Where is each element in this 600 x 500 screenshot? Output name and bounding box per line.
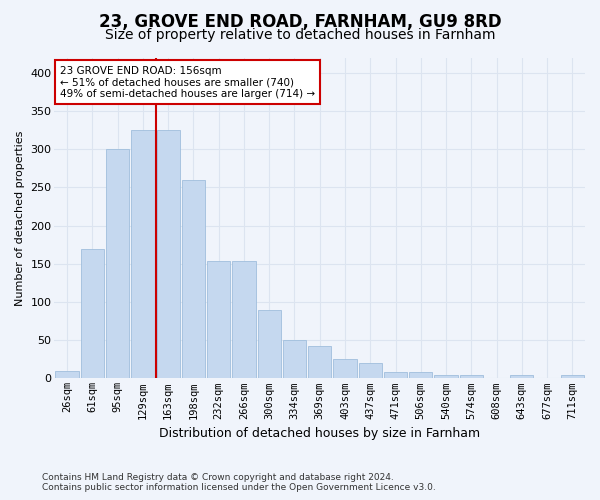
Bar bbox=[207, 262, 230, 378]
Y-axis label: Number of detached properties: Number of detached properties bbox=[15, 130, 25, 306]
Bar bbox=[131, 130, 155, 378]
Bar bbox=[434, 376, 458, 378]
Bar bbox=[308, 346, 331, 378]
Bar bbox=[384, 372, 407, 378]
Bar bbox=[106, 149, 129, 378]
Bar bbox=[55, 370, 79, 378]
Bar bbox=[232, 262, 256, 378]
Text: 23 GROVE END ROAD: 156sqm
← 51% of detached houses are smaller (740)
49% of semi: 23 GROVE END ROAD: 156sqm ← 51% of detac… bbox=[60, 66, 315, 98]
Bar bbox=[359, 363, 382, 378]
Bar bbox=[182, 180, 205, 378]
Bar bbox=[561, 376, 584, 378]
Text: 23, GROVE END ROAD, FARNHAM, GU9 8RD: 23, GROVE END ROAD, FARNHAM, GU9 8RD bbox=[98, 12, 502, 30]
Bar bbox=[157, 130, 180, 378]
Bar bbox=[334, 360, 356, 378]
Text: Size of property relative to detached houses in Farnham: Size of property relative to detached ho… bbox=[105, 28, 495, 42]
X-axis label: Distribution of detached houses by size in Farnham: Distribution of detached houses by size … bbox=[159, 427, 480, 440]
Bar bbox=[283, 340, 306, 378]
Bar bbox=[409, 372, 433, 378]
Bar bbox=[460, 376, 483, 378]
Bar bbox=[81, 248, 104, 378]
Bar bbox=[510, 376, 533, 378]
Bar bbox=[257, 310, 281, 378]
Text: Contains HM Land Registry data © Crown copyright and database right 2024.
Contai: Contains HM Land Registry data © Crown c… bbox=[42, 473, 436, 492]
